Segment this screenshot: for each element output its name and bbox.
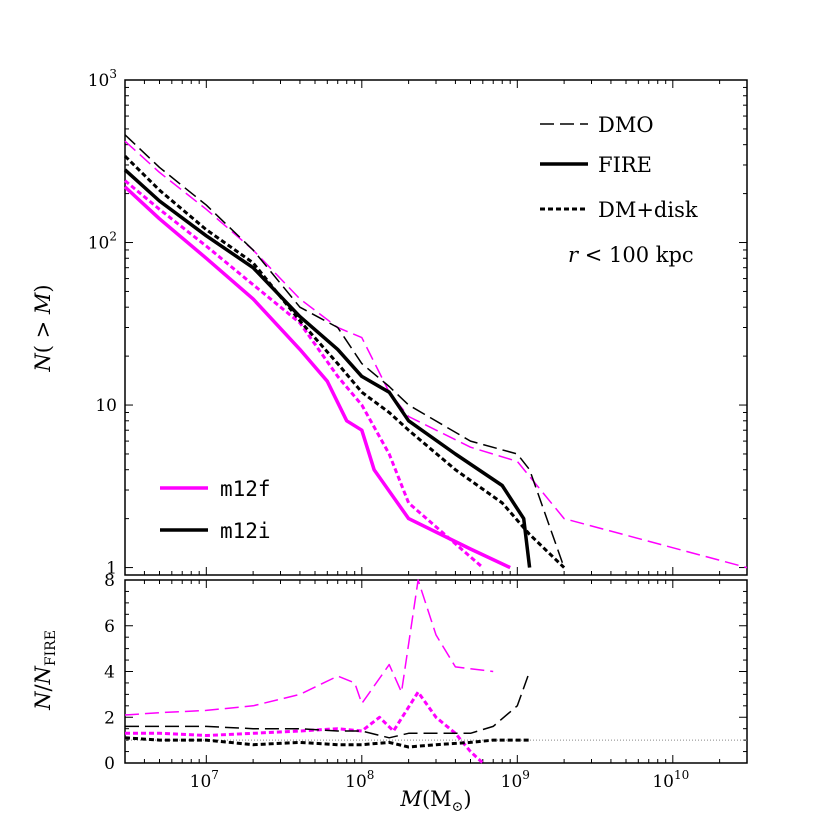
top-series-m12i-dashed [124,134,565,568]
legend-dmdisk-label: DM+disk [598,198,698,222]
top-y-tick-label: 1 [106,559,117,579]
linestyle-legend: DMO FIRE DM+disk r < 100 kpc [540,113,698,267]
color-legend: m12f m12i [160,477,271,543]
bottom-panel-series [124,579,531,765]
legend-fire-label: FIRE [598,153,652,177]
top-panel-series [123,134,748,570]
bottom-series-m12i-dotted [124,736,530,749]
bottom-series-m12f-dashed [124,579,494,716]
bottom-panel-frame [124,579,748,764]
top-series-m12f-dotted [124,179,484,569]
x-tick-label: 107 [190,768,219,792]
bottom-y-tick-label: 4 [104,663,115,683]
top-y-tick-label: 102 [88,230,117,254]
top-y-tick-label: 10 [95,396,117,416]
top-y-tick-label: 103 [88,67,117,91]
x-tick-label: 108 [345,768,374,792]
top-series-m12i-dotted [123,155,566,569]
legend-dmo-label: DMO [598,113,654,137]
bottom-y-tick-label: 8 [104,571,115,591]
top-panel-frame [124,79,748,576]
bottom-series-m12i-dashed [125,671,531,739]
x-tick-label: 109 [501,768,530,792]
x-axis-title: M(M⊙) [399,787,471,815]
x-tick-label: 1010 [652,768,689,792]
bottom-panel-ticks: 107 108 109 1010 0 2 4 6 8 [104,571,748,792]
bottom-y-axis-title: N/NFIRE [31,630,59,711]
bottom-y-tick-label: 2 [104,708,115,728]
legend-m12i-label: m12i [220,519,271,543]
radius-annotation: r < 100 kpc [568,243,694,267]
bottom-y-tick-label: 0 [104,754,115,774]
bottom-y-tick-label: 6 [104,617,115,637]
top-series-m12f-dashed [124,140,748,569]
bottom-series-m12f-dotted [125,690,484,765]
legend-m12f-label: m12f [220,477,271,501]
top-series-m12f-solid [123,185,511,570]
top-y-axis-title: N( > M) [31,284,55,372]
top-panel-ticks: 1 10 102 103 [88,67,748,579]
top-series-m12i-solid [123,168,532,568]
